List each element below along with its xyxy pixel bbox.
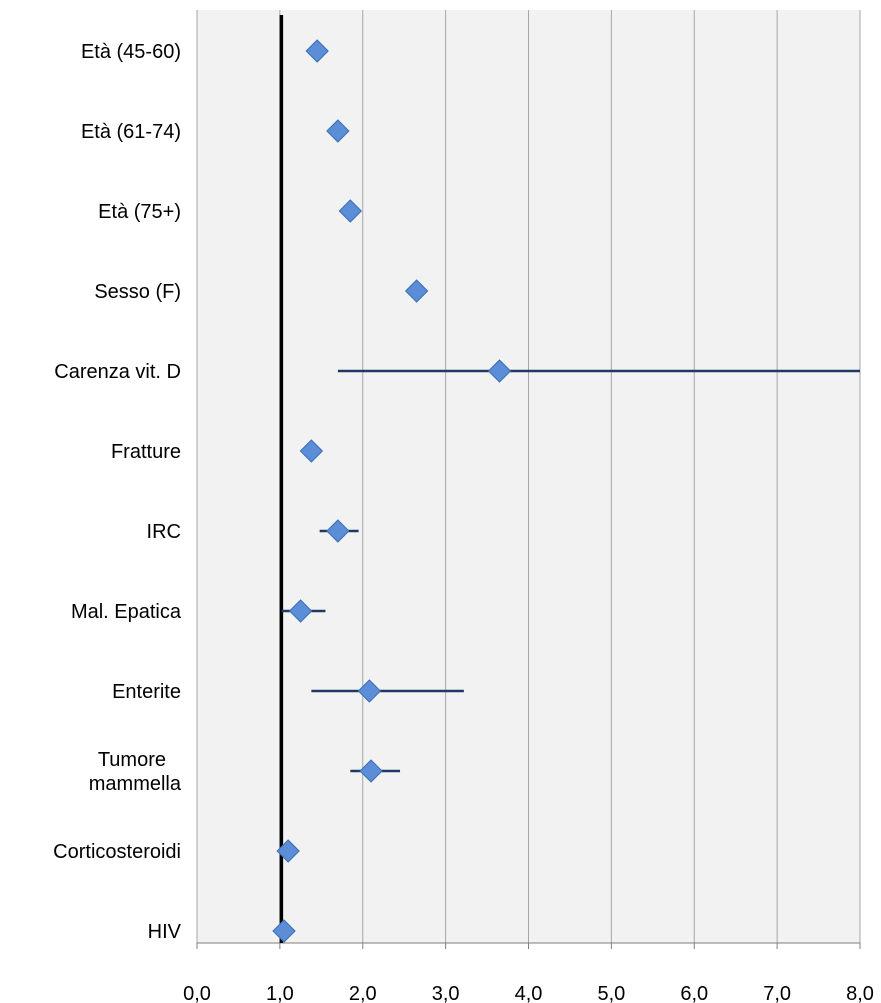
- x-tick-label: 3,0: [432, 983, 460, 1003]
- category-label: Corticosteroidi: [53, 841, 181, 863]
- category-label: Età (61-74): [81, 121, 181, 143]
- x-tick-label: 1,0: [266, 983, 294, 1003]
- category-label-line: HIV: [148, 921, 182, 943]
- category-label-line: Carenza vit. D: [54, 361, 181, 383]
- category-label-line: Enterite: [112, 681, 181, 703]
- category-label: Età (45-60): [81, 41, 181, 63]
- x-tick-label: 7,0: [763, 983, 791, 1003]
- x-tick-label: 8,0: [846, 983, 874, 1003]
- category-label-line: Tumore: [98, 749, 166, 771]
- data-point-marker: [357, 679, 382, 703]
- category-label: Sesso (F): [94, 281, 181, 303]
- category-label-line: Sesso (F): [94, 281, 181, 303]
- category-label-line: Età (75+): [98, 201, 181, 223]
- category-label-line: Età (61-74): [81, 121, 181, 143]
- data-point-marker: [299, 439, 324, 463]
- x-tick-label: 5,0: [597, 983, 625, 1003]
- x-axis-ticks: 0,0 1,0 2,0 3,0 4,0 5,0 6,0 7,0 8,0: [183, 943, 874, 1003]
- category-label-line: mammella: [89, 773, 182, 795]
- x-tick-label: 4,0: [515, 983, 543, 1003]
- category-label: Età (75+): [98, 201, 181, 223]
- category-label: Enterite: [112, 681, 181, 703]
- category-label: Mal. Epatica: [71, 601, 182, 623]
- category-label-line: IRC: [147, 521, 181, 543]
- data-point-marker: [404, 279, 429, 303]
- category-label-line: Fratture: [111, 441, 181, 463]
- category-label: Carenza vit. D: [54, 361, 181, 383]
- x-tick-label: 0,0: [183, 983, 211, 1003]
- data-point-marker: [305, 39, 329, 63]
- category-label: Fratture: [111, 441, 181, 463]
- data-point-marker: [487, 359, 512, 383]
- x-tick-label: 6,0: [680, 983, 708, 1003]
- category-label: Tumore mammella: [89, 749, 182, 795]
- data-point-marker: [272, 919, 296, 943]
- data-point-marker: [338, 199, 363, 223]
- category-label: HIV: [148, 921, 182, 943]
- data-point-marker: [326, 519, 350, 543]
- category-label-line: Corticosteroidi: [53, 841, 181, 863]
- data-point-marker: [326, 119, 350, 143]
- data-point-marker: [276, 839, 300, 863]
- category-label-line: Mal. Epatica: [71, 601, 182, 623]
- data-points: [272, 39, 512, 943]
- category-labels: Età (45-60) Età (61-74) Età (75+) Sesso (F)…: [53, 41, 182, 943]
- category-label-line: Età (45-60): [81, 41, 181, 63]
- category-label: IRC: [147, 521, 181, 543]
- x-tick-label: 2,0: [349, 983, 377, 1003]
- data-point-marker: [359, 759, 383, 783]
- data-point-marker: [288, 599, 313, 623]
